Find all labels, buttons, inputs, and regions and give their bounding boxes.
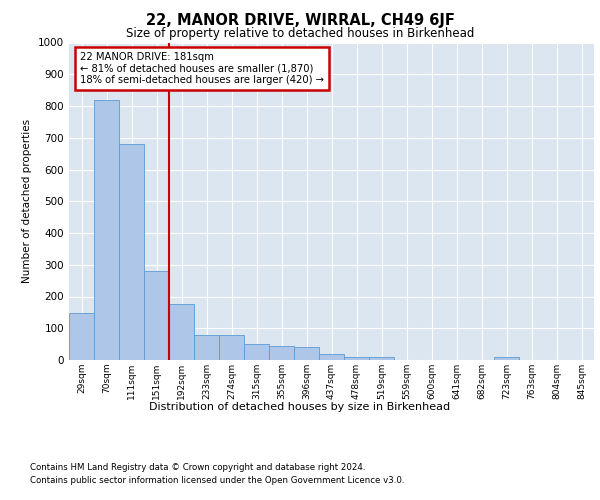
Bar xyxy=(94,100,119,360)
Text: Contains HM Land Registry data © Crown copyright and database right 2024.: Contains HM Land Registry data © Crown c… xyxy=(30,462,365,471)
Bar xyxy=(194,335,219,360)
Bar xyxy=(494,358,519,360)
Bar xyxy=(294,348,319,360)
Bar xyxy=(369,357,394,360)
Bar xyxy=(144,271,169,360)
Text: Size of property relative to detached houses in Birkenhead: Size of property relative to detached ho… xyxy=(126,28,474,40)
Text: Distribution of detached houses by size in Birkenhead: Distribution of detached houses by size … xyxy=(149,402,451,412)
Text: Contains public sector information licensed under the Open Government Licence v3: Contains public sector information licen… xyxy=(30,476,404,485)
Bar xyxy=(319,354,344,360)
Bar xyxy=(244,344,269,360)
Bar xyxy=(269,346,294,360)
Y-axis label: Number of detached properties: Number of detached properties xyxy=(22,119,32,284)
Bar xyxy=(69,313,94,360)
Bar xyxy=(119,144,144,360)
Text: 22 MANOR DRIVE: 181sqm
← 81% of detached houses are smaller (1,870)
18% of semi-: 22 MANOR DRIVE: 181sqm ← 81% of detached… xyxy=(79,52,323,85)
Bar xyxy=(219,335,244,360)
Bar xyxy=(169,304,194,360)
Text: 22, MANOR DRIVE, WIRRAL, CH49 6JF: 22, MANOR DRIVE, WIRRAL, CH49 6JF xyxy=(146,12,454,28)
Bar xyxy=(344,357,369,360)
